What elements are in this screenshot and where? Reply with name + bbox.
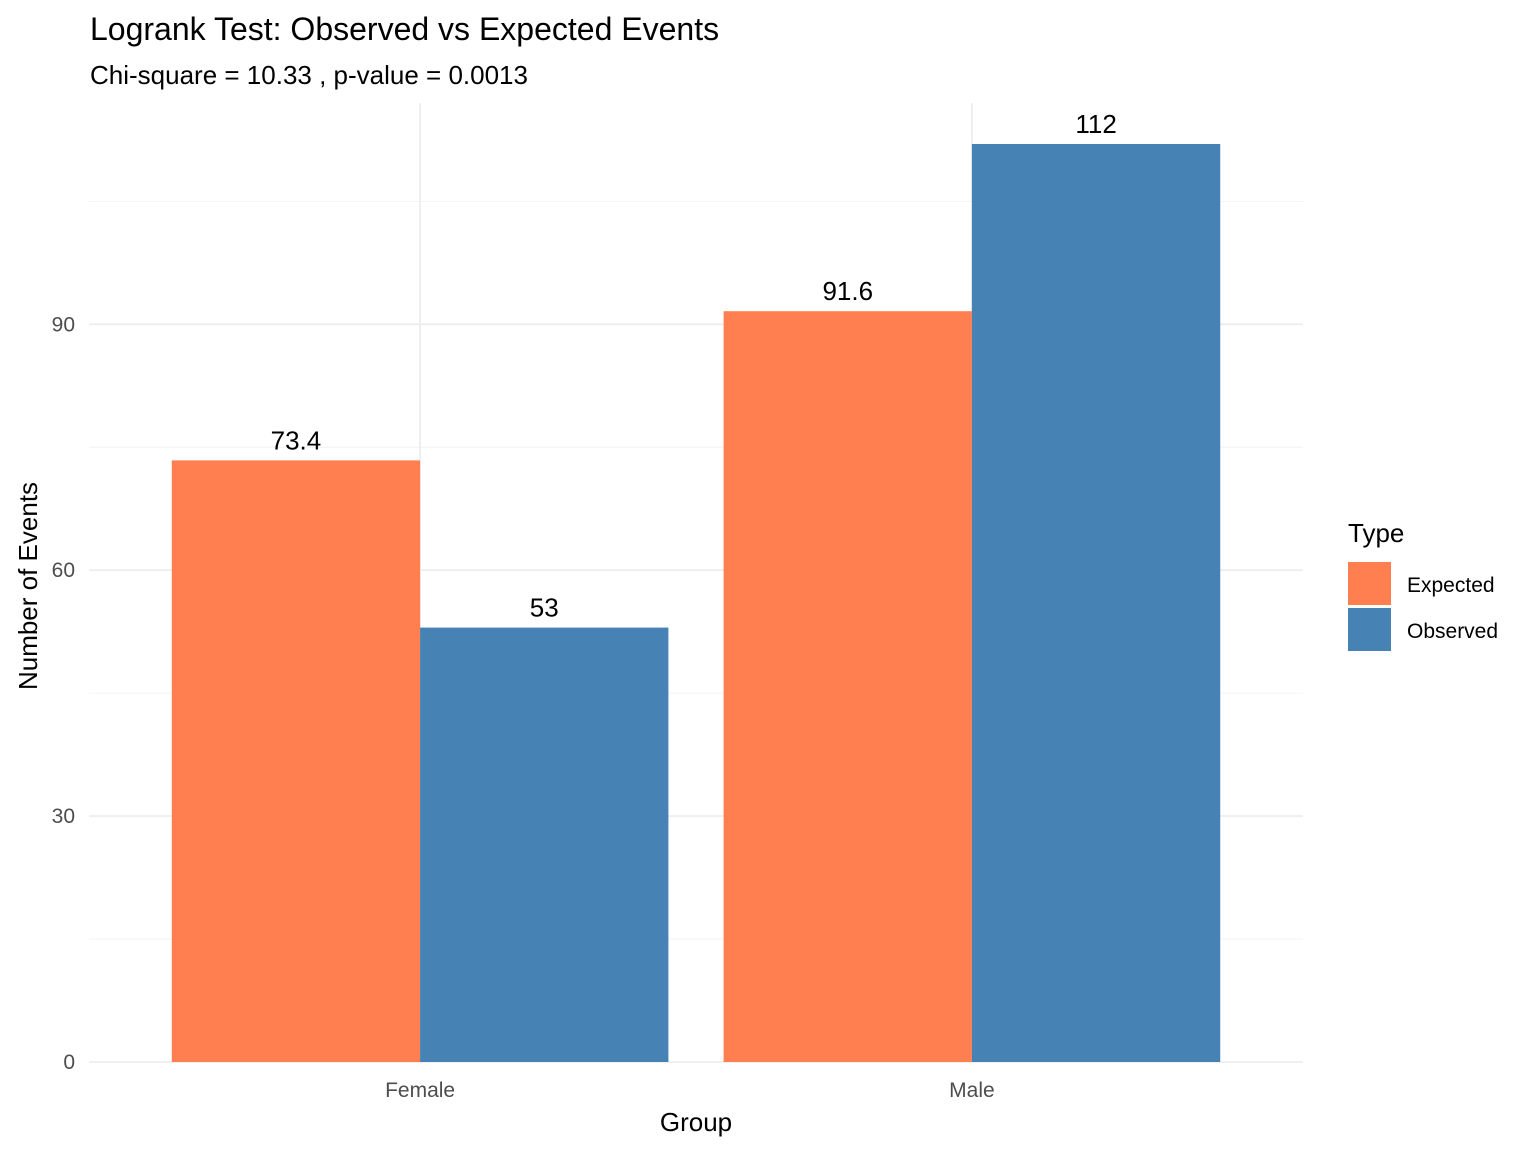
y-axis-ticks: 0 30 60 90 xyxy=(52,313,75,1074)
bar-observed-female xyxy=(420,627,669,1062)
y-tick-label: 60 xyxy=(52,559,75,582)
y-axis-title: Number of Events xyxy=(13,482,43,690)
data-labels: 73.4 53 91.6 112 xyxy=(271,109,1117,623)
legend-swatch-expected xyxy=(1348,562,1391,605)
legend-label-expected: Expected xyxy=(1407,574,1495,597)
y-tick-label: 0 xyxy=(63,1051,75,1074)
data-label-observed-male: 112 xyxy=(1075,109,1116,139)
legend: Type Expected Observed xyxy=(1348,518,1498,651)
x-axis-ticks: Female Male xyxy=(385,1079,995,1102)
data-label-observed-female: 53 xyxy=(530,593,559,623)
bars xyxy=(171,143,1221,1062)
bar-expected-male xyxy=(723,311,972,1062)
legend-swatch-observed xyxy=(1348,608,1391,651)
y-tick-label: 30 xyxy=(52,805,75,828)
legend-label-observed: Observed xyxy=(1407,620,1498,643)
legend-title: Type xyxy=(1348,518,1404,548)
bar-observed-male xyxy=(971,143,1221,1062)
chart-subtitle: Chi-square = 10.33 , p-value = 0.0013 xyxy=(90,60,528,90)
bar-expected-female xyxy=(171,460,421,1062)
y-tick-label: 90 xyxy=(52,313,75,336)
x-tick-label: Female xyxy=(385,1079,455,1102)
chart-title: Logrank Test: Observed vs Expected Event… xyxy=(90,11,719,47)
x-tick-label: Male xyxy=(949,1079,995,1102)
data-label-expected-female: 73.4 xyxy=(271,425,322,455)
data-label-expected-male: 91.6 xyxy=(822,276,873,306)
x-axis-title: Group xyxy=(660,1107,732,1137)
